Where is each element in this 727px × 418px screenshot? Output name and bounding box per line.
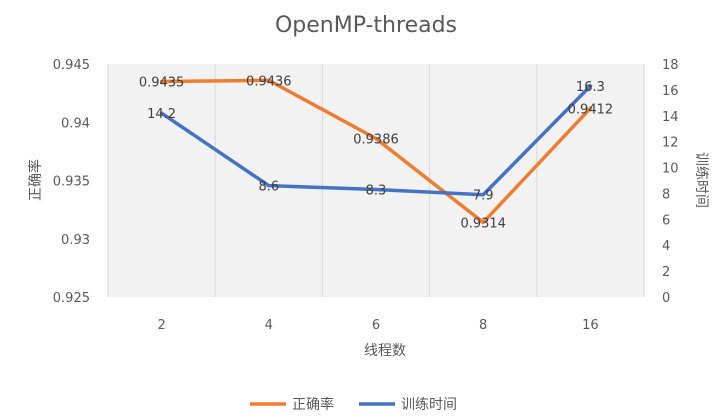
data-label: 16.3 <box>576 80 605 95</box>
legend-label: 训练时间 <box>401 397 457 413</box>
x-axis-ticks: 2 4 6 8 16 <box>157 318 598 333</box>
left-axis-ticks: 0.945 0.94 0.935 0.93 0.925 <box>53 58 90 306</box>
legend: 正确率 训练时间 <box>250 396 457 413</box>
left-tick-label: 0.94 <box>61 116 90 131</box>
right-tick-label: 0 <box>662 291 670 306</box>
gridlines <box>107 64 645 297</box>
data-label: 0.9314 <box>460 216 506 231</box>
plot-background <box>108 64 644 297</box>
series-lines <box>159 78 593 225</box>
right-tick-label: 6 <box>662 213 670 228</box>
data-label: 8.6 <box>258 180 279 195</box>
x-tick-label: 8 <box>479 318 487 333</box>
right-tick-label: 2 <box>662 265 670 280</box>
right-tick-label: 12 <box>662 136 679 151</box>
left-tick-label: 0.925 <box>53 291 90 306</box>
x-tick-label: 6 <box>372 318 380 333</box>
x-tick-label: 4 <box>265 318 273 333</box>
right-axis-ticks: 18 16 14 12 10 8 6 4 2 0 <box>662 58 679 306</box>
x-tick-label: 2 <box>157 318 165 333</box>
data-label: 0.9386 <box>353 133 399 148</box>
right-tick-label: 10 <box>662 162 679 177</box>
data-label: 0.9436 <box>246 74 292 89</box>
x-axis-title: 线程数 <box>364 343 406 359</box>
x-tick-label: 16 <box>582 318 599 333</box>
right-axis-title: 训练时间 <box>693 152 709 208</box>
data-labels: 0.9435 0.9436 0.9386 0.9314 0.9412 14.2 8.6 8.3… <box>139 74 613 231</box>
legend-label: 正确率 <box>292 396 334 413</box>
chart-title: OpenMP-threads <box>275 13 457 38</box>
data-label: 14.2 <box>147 107 176 122</box>
left-tick-label: 0.93 <box>61 233 90 248</box>
right-tick-label: 4 <box>662 239 670 254</box>
right-tick-label: 8 <box>662 187 670 202</box>
right-tick-label: 14 <box>662 110 679 125</box>
left-axis-title: 正确率 <box>27 159 44 201</box>
data-label: 0.9435 <box>139 75 185 90</box>
data-label: 0.9412 <box>568 102 614 117</box>
left-tick-label: 0.935 <box>53 175 90 190</box>
plot-area <box>108 64 644 297</box>
data-label: 7.9 <box>473 189 494 204</box>
right-tick-label: 16 <box>662 84 679 99</box>
right-tick-label: 18 <box>662 58 679 73</box>
data-label: 8.3 <box>366 184 387 199</box>
left-tick-label: 0.945 <box>53 58 90 73</box>
